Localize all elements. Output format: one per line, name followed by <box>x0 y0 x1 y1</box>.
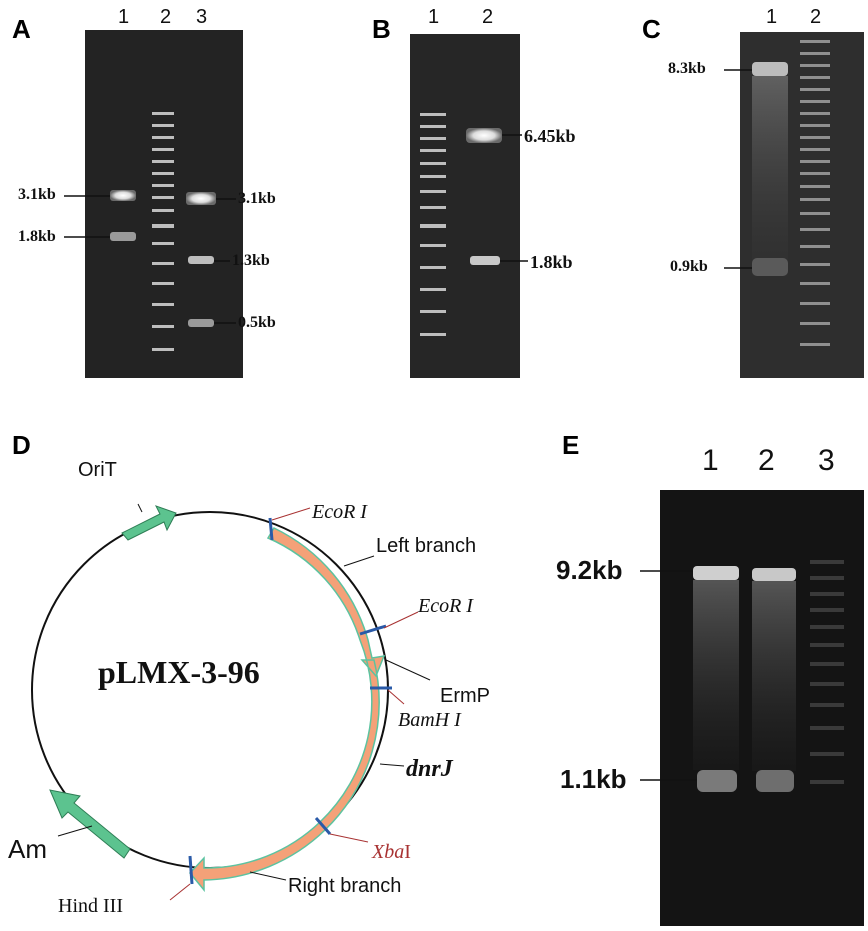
gel-a-label-1-3kb-right: 1.3kb <box>232 252 270 269</box>
gel-a-lane1 <box>110 190 136 241</box>
gel-c-label-0-9kb: 0.9kb <box>670 258 708 275</box>
gel-b-label-1-8kb: 1.8kb <box>530 252 573 272</box>
band <box>752 62 788 76</box>
band <box>110 232 136 241</box>
panel-letter-d: D <box>12 430 31 460</box>
label-ecori-2: EcoR I <box>417 595 474 617</box>
gel-a-label-3-1kb-right: 3.1kb <box>238 190 276 207</box>
gel-e-lane1 <box>693 566 739 792</box>
smear <box>752 581 796 771</box>
band <box>470 256 500 265</box>
panel-letter-e: E <box>562 430 580 460</box>
band <box>752 568 796 581</box>
label-ecori-1: EcoR I <box>311 501 368 523</box>
band <box>188 319 214 327</box>
label-dnrj: dnrJ <box>406 756 454 782</box>
band <box>752 258 788 276</box>
insert-arc <box>189 527 386 893</box>
label-am: Am <box>8 834 47 864</box>
plasmid-name: pLMX-3-96 <box>98 654 260 690</box>
band <box>466 128 502 143</box>
band <box>693 566 739 580</box>
band <box>188 256 214 264</box>
gel-a-label-3-1kb-left: 3.1kb <box>18 186 56 203</box>
gel-e-label-1-1kb: 1.1kb <box>560 764 627 794</box>
label-xbai-roman: I <box>404 841 411 863</box>
gel-c-lane-1-num: 1 <box>766 6 778 28</box>
label-hindiii: Hind III <box>58 895 123 917</box>
gel-a <box>85 30 243 378</box>
orit-arrow <box>121 505 177 541</box>
smear <box>752 76 788 276</box>
gel-b-lane2 <box>466 128 502 265</box>
label-ermp: ErmP <box>440 685 490 707</box>
panel-letter-c: C <box>642 14 661 44</box>
band <box>697 770 737 792</box>
gel-a-lane-3-num: 3 <box>196 6 208 28</box>
gel-c-lane1 <box>752 62 788 276</box>
panel-letter-b: B <box>372 14 391 44</box>
gel-e-lane2 <box>752 568 796 792</box>
gel-e-lane-3-num: 3 <box>818 444 835 477</box>
label-orit: OriT <box>78 459 117 481</box>
label-left-branch: Left branch <box>376 535 476 557</box>
gel-a-label-1-8kb-left: 1.8kb <box>18 228 56 245</box>
gel-a-lane3 <box>186 192 216 327</box>
band <box>186 192 216 205</box>
label-right-branch: Right branch <box>288 875 401 897</box>
label-xbai: XbaI <box>371 841 411 863</box>
label-xbai-italic: Xba <box>371 841 404 863</box>
gel-c-lane-2-num: 2 <box>810 6 822 28</box>
gel-label-pointers <box>64 69 752 781</box>
gel-a-label-0-5kb-right: 0.5kb <box>238 314 276 331</box>
gel-b-lane-1-num: 1 <box>428 6 440 28</box>
gel-a-ladder <box>152 112 174 351</box>
restriction-sites <box>188 517 392 885</box>
gel-c-ladder <box>800 40 830 346</box>
gel-b-ladder <box>420 113 446 336</box>
gel-b-label-6-45kb: 6.45kb <box>524 126 576 146</box>
gel-a-lane-2-num: 2 <box>160 6 172 28</box>
plasmid-map: OriT EcoR I Left branch EcoR I pLMX-3-96… <box>8 459 490 917</box>
gel-b-lane-2-num: 2 <box>482 6 494 28</box>
gel-e-lane-2-num: 2 <box>758 444 775 477</box>
gel-a-lane-1-num: 1 <box>118 6 130 28</box>
band <box>756 770 794 792</box>
panel-letter-a: A <box>12 14 31 44</box>
smear <box>693 580 739 770</box>
gel-e-label-9-2kb: 9.2kb <box>556 555 623 585</box>
am-arrow <box>49 789 131 859</box>
gel-c-label-8-3kb: 8.3kb <box>668 60 706 77</box>
gel-e-lane3-ladder <box>810 560 844 784</box>
band <box>110 190 136 201</box>
gel-e-lane-1-num: 1 <box>702 444 719 477</box>
map-leader-lines <box>57 503 431 901</box>
label-bamhi: BamH I <box>398 709 462 731</box>
